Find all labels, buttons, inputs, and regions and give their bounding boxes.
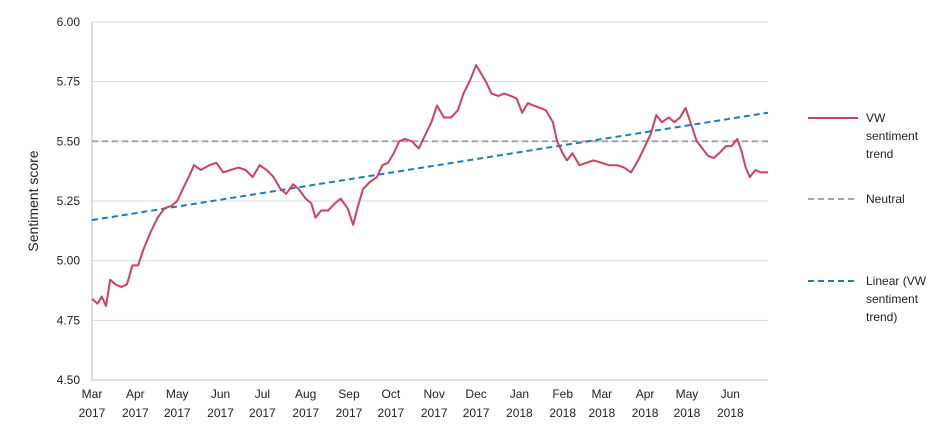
x-tick-month: Mar [591, 387, 612, 401]
y-tick-label: 5.50 [57, 134, 81, 148]
x-tick-month: Jun [721, 387, 740, 401]
legend-label: trend [866, 147, 893, 161]
legend-label: sentiment [866, 129, 919, 143]
x-tick-month: May [676, 387, 699, 401]
x-tick-month: Jan [510, 387, 529, 401]
x-tick-year: 2017 [79, 406, 106, 420]
legend-label: trend) [866, 310, 897, 324]
x-tick-year: 2018 [549, 406, 576, 420]
y-axis: 4.50 4.75 5.00 5.25 5.50 5.75 6.00 [57, 15, 93, 387]
x-tick-year: 2018 [674, 406, 701, 420]
x-tick-year: 2018 [506, 406, 533, 420]
x-tick-month: Jun [211, 387, 230, 401]
x-tick-year: 2017 [336, 406, 363, 420]
legend: VW sentiment trend Neutral Linear (VW sentime… [808, 111, 927, 324]
y-tick-label: 4.75 [57, 313, 81, 327]
x-tick-year: 2017 [292, 406, 319, 420]
y-axis-label: Sentiment score [25, 150, 41, 251]
legend-label: Neutral [866, 192, 905, 206]
x-tick-year: 2017 [207, 406, 234, 420]
x-tick-month: Mar [82, 387, 103, 401]
x-tick-month: Oct [382, 387, 401, 401]
legend-label: Linear (VW [866, 274, 927, 288]
x-tick-month: Feb [552, 387, 573, 401]
x-tick-month: Jul [255, 387, 270, 401]
x-tick-month: Sep [338, 387, 360, 401]
x-tick-month: May [166, 387, 189, 401]
trendline-linear [91, 111, 769, 222]
legend-label: VW [866, 111, 886, 125]
y-tick-label: 5.75 [57, 75, 81, 89]
y-tick-label: 6.00 [57, 15, 81, 29]
x-tick-year: 2017 [463, 406, 490, 420]
y-tick-label: 4.50 [57, 373, 81, 387]
y-tick-label: 5.25 [57, 194, 81, 208]
x-tick-year: 2017 [164, 406, 191, 420]
x-tick-year: 2018 [632, 406, 659, 420]
x-tick-year: 2017 [421, 406, 448, 420]
series-group [91, 64, 769, 307]
x-tick-month: Nov [424, 387, 445, 401]
x-tick-month: Apr [636, 387, 655, 401]
legend-label: sentiment [866, 292, 919, 306]
x-tick-month: Dec [465, 387, 486, 401]
y-tick-label: 5.00 [57, 254, 81, 268]
x-tick-year: 2017 [378, 406, 405, 420]
gridlines [92, 21, 768, 381]
series-line-vw-sentiment [91, 64, 768, 307]
x-axis: Mar 2017 Apr 2017 May 2017 Jun 2017 Jul 2017 Aug 20… [79, 379, 768, 420]
x-tick-month: Aug [295, 387, 316, 401]
x-tick-month: Apr [126, 387, 145, 401]
x-tick-year: 2018 [588, 406, 615, 420]
x-tick-year: 2017 [249, 406, 276, 420]
x-tick-year: 2017 [122, 406, 149, 420]
x-tick-year: 2018 [717, 406, 744, 420]
